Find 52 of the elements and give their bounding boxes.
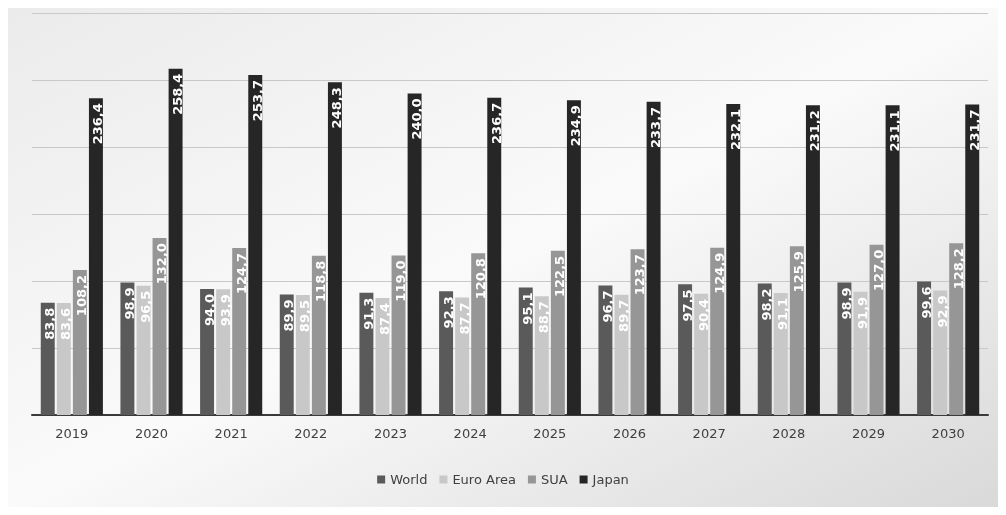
data-label: 91,3 xyxy=(360,297,376,330)
x-tick-label: 2028 xyxy=(772,426,806,441)
data-label: 240,0 xyxy=(409,98,425,140)
data-label: 248,3 xyxy=(329,87,345,129)
data-label: 96,7 xyxy=(599,290,615,323)
x-tick-label: 2030 xyxy=(931,426,965,441)
x-tick-label: 2023 xyxy=(373,426,408,441)
x-tick-label: 2019 xyxy=(55,426,89,441)
legend-label: World xyxy=(390,472,428,487)
x-tick-label: 2021 xyxy=(214,426,248,441)
data-label: 253,7 xyxy=(249,80,265,122)
data-label: 95,1 xyxy=(520,292,536,325)
data-label: 92,3 xyxy=(440,296,456,329)
x-tick-label: 2026 xyxy=(612,426,647,441)
data-label: 128,2 xyxy=(950,248,966,290)
data-label: 127,0 xyxy=(871,249,887,291)
data-label: 89,9 xyxy=(281,299,297,332)
data-label: 124,7 xyxy=(233,252,249,295)
data-label: 234,9 xyxy=(568,105,584,147)
legend-label: SUA xyxy=(540,472,568,487)
legend-label: Japan xyxy=(591,472,629,487)
x-tick-label: 2022 xyxy=(294,426,328,441)
data-label: 94,0 xyxy=(201,294,217,327)
data-label: 120,8 xyxy=(472,258,488,300)
data-label: 98,2 xyxy=(759,288,775,321)
data-label: 236,7 xyxy=(488,102,504,144)
x-tick-label: 2024 xyxy=(453,426,487,441)
data-label: 98,9 xyxy=(838,287,854,320)
data-label: 233,7 xyxy=(648,106,664,148)
data-label: 118,8 xyxy=(313,260,329,302)
data-label: 99,6 xyxy=(918,286,934,319)
data-label: 231,2 xyxy=(807,110,823,152)
x-tick-label: 2029 xyxy=(851,426,886,441)
data-label: 97,5 xyxy=(679,289,695,322)
data-label: 123,7 xyxy=(632,254,648,296)
data-label: 231,1 xyxy=(887,110,903,152)
data-label: 258,4 xyxy=(170,73,186,115)
legend-label: Euro Area xyxy=(452,472,516,487)
data-label: 236,4 xyxy=(90,103,106,145)
data-label: 232,1 xyxy=(727,108,743,151)
data-label: 122,5 xyxy=(552,255,568,297)
data-label: 98,9 xyxy=(121,287,137,320)
data-label: 132,0 xyxy=(154,243,170,285)
x-tick-label: 2027 xyxy=(692,426,726,441)
data-label: 125,9 xyxy=(791,251,807,293)
x-tick-label: 2020 xyxy=(134,426,169,441)
data-label: 124,9 xyxy=(711,252,727,294)
data-label: 119,0 xyxy=(393,260,409,302)
data-label: 83,8 xyxy=(42,307,58,340)
x-tick-label: 2025 xyxy=(533,426,567,441)
data-label: 108,2 xyxy=(74,275,90,317)
data-label: 231,7 xyxy=(966,109,982,151)
